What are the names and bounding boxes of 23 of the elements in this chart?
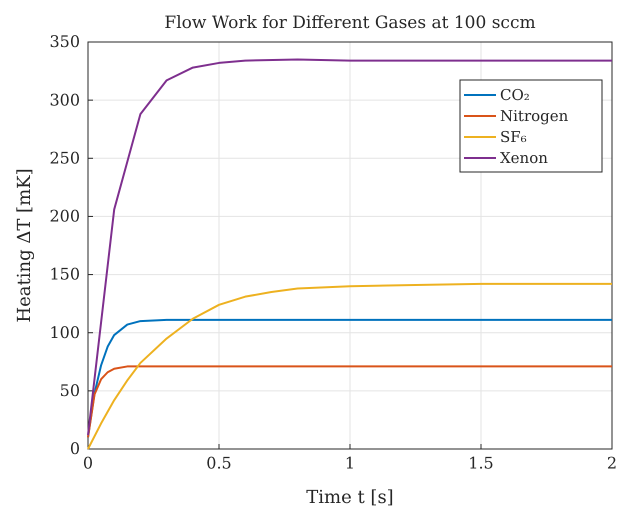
y-tick-label: 100 <box>49 322 80 342</box>
chart-title: Flow Work for Different Gases at 100 sccm <box>164 13 536 33</box>
line-series <box>87 58 613 436</box>
legend-label: Nitrogen <box>500 107 569 125</box>
y-tick-label: 350 <box>49 32 80 52</box>
y-axis-title: Heating ΔT [mK] <box>14 168 35 323</box>
y-tick-label: 250 <box>49 148 80 168</box>
y-tick-label: 150 <box>49 264 80 284</box>
legend-label: SF₆ <box>500 128 527 146</box>
y-tick-label: 200 <box>49 206 80 226</box>
x-tick-label: 0.5 <box>206 453 232 472</box>
x-tick-label: 1 <box>344 453 356 472</box>
y-tick-label: 300 <box>49 90 80 110</box>
legend-label: Xenon <box>500 149 548 167</box>
x-tick-label: 2 <box>606 453 618 472</box>
x-axis-title: Time t [s] <box>306 487 394 508</box>
x-tick-label: 0 <box>82 453 94 472</box>
line-series <box>87 282 613 450</box>
legend-label: CO₂ <box>500 86 530 104</box>
x-tick-label: 1.5 <box>468 453 494 472</box>
y-tick-label: 50 <box>60 380 80 400</box>
y-tick-label: 0 <box>70 439 80 458</box>
line-series <box>87 365 613 438</box>
